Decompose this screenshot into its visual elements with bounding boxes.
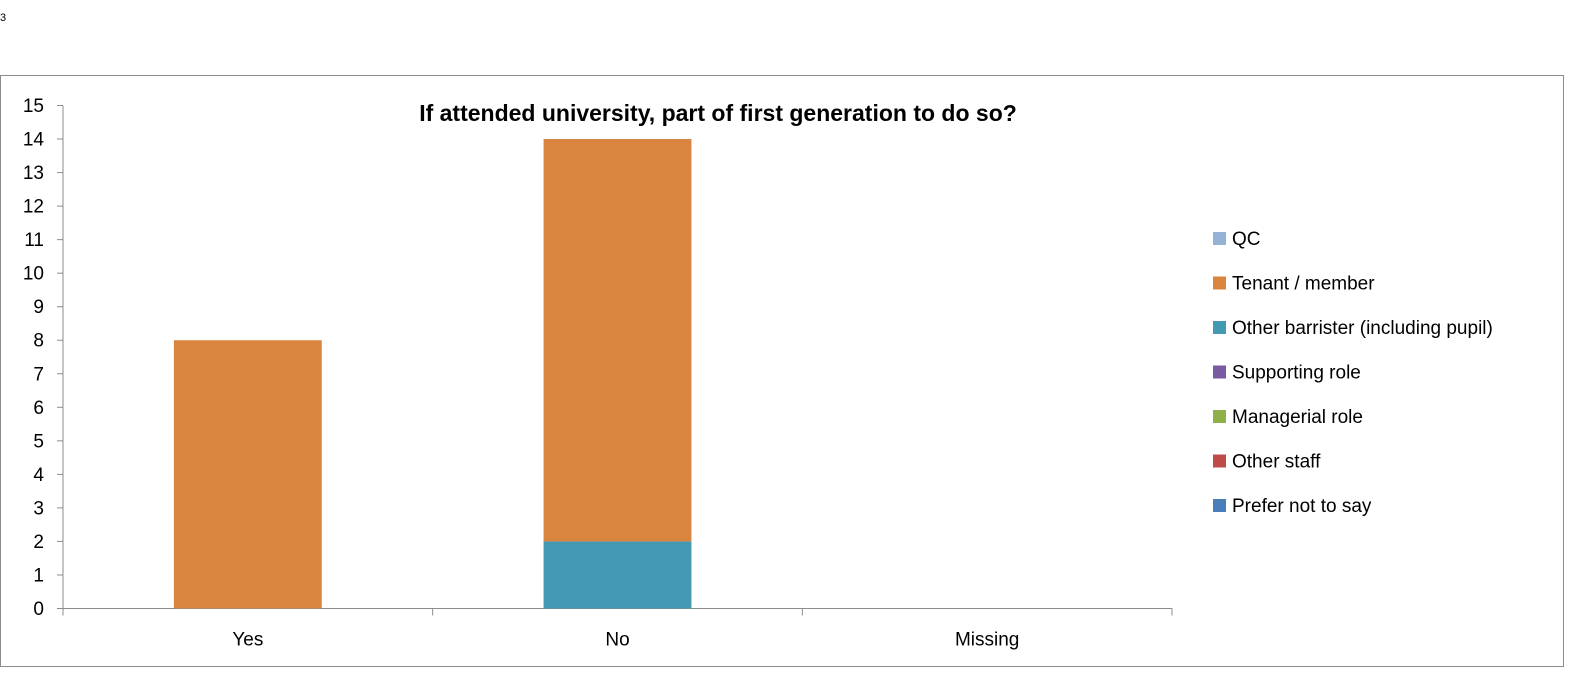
bar-no-tenant-member: [543, 139, 692, 542]
y-tick-label: 9: [33, 297, 44, 318]
legend-label: Other barrister (including pupil): [1232, 318, 1493, 339]
y-tick-label: 5: [33, 431, 44, 452]
legend-swatch: [1213, 454, 1226, 468]
y-tick-label: 14: [23, 130, 45, 151]
y-tick-label: 0: [33, 599, 44, 620]
x-axis: Yes No Missing: [62, 608, 1173, 651]
legend-swatch: [1213, 276, 1226, 290]
chart-area: If attended university, part of first ge…: [0, 75, 1564, 667]
y-tick-label: 15: [23, 96, 44, 117]
y-tick-label: 3: [33, 498, 44, 519]
y-tick-label: 11: [24, 230, 44, 251]
legend-swatch: [1213, 499, 1226, 512]
y-tick-label: 8: [33, 331, 44, 352]
legend-label: QC: [1232, 229, 1261, 250]
legend-label: Managerial role: [1232, 407, 1363, 428]
x-tick-label: Missing: [955, 630, 1019, 651]
legend-label: Prefer not to say: [1232, 496, 1372, 517]
legend-label: Supporting role: [1232, 363, 1361, 384]
legend-swatch: [1213, 321, 1226, 334]
y-tick-label: 2: [33, 532, 44, 553]
x-tick-label: Yes: [232, 630, 263, 651]
legend-label: Tenant / member: [1232, 274, 1375, 295]
y-tick-label: 4: [33, 465, 44, 486]
legend-swatch: [1213, 410, 1226, 423]
page-number: 3: [0, 12, 7, 24]
y-tick-label: 13: [23, 163, 44, 184]
y-tick-label: 1: [33, 565, 44, 586]
legend-label: Other staff: [1232, 452, 1321, 473]
bar-no-other-barrister-including-pupil: [543, 541, 692, 609]
legend-swatch: [1213, 232, 1226, 245]
x-tick-label: No: [605, 630, 629, 651]
y-tick-label: 12: [23, 197, 44, 218]
legend: QC Tenant / member Other barrister (includ…: [1213, 229, 1493, 517]
chart-title: If attended university, part of first ge…: [419, 100, 1017, 126]
y-tick-label: 6: [33, 398, 44, 419]
y-tick-label: 10: [23, 264, 44, 285]
stacked-bar-chart: If attended university, part of first ge…: [23, 96, 1493, 651]
legend-swatch: [1213, 365, 1226, 379]
y-tick-label: 7: [33, 364, 44, 385]
bar-yes-tenant-member: [173, 340, 322, 609]
bar-group: [173, 139, 692, 609]
